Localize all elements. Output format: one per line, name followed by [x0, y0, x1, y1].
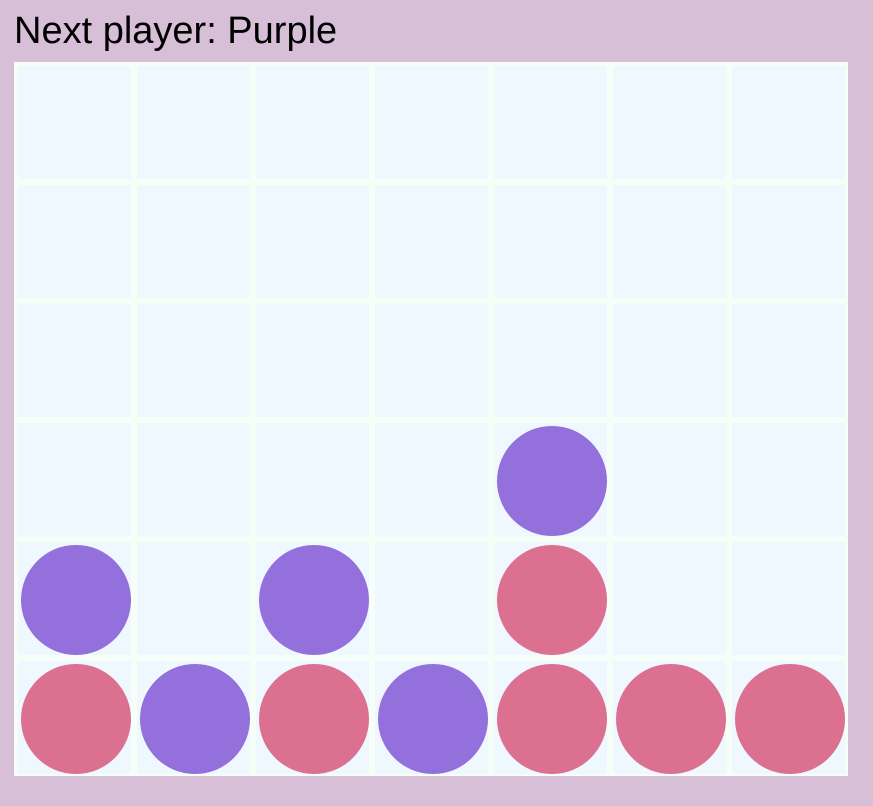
board-cell[interactable]: [256, 304, 369, 417]
board-cell[interactable]: [732, 66, 845, 179]
pink-disc: [497, 545, 607, 655]
board-cell[interactable]: [613, 661, 726, 774]
purple-disc: [259, 545, 369, 655]
purple-disc: [140, 664, 250, 774]
game-board: [14, 62, 848, 776]
board-cell[interactable]: [375, 661, 488, 774]
board-cell[interactable]: [613, 185, 726, 298]
board-cell[interactable]: [375, 66, 488, 179]
pink-disc: [735, 664, 845, 774]
board-cell[interactable]: [137, 423, 250, 536]
board-cell[interactable]: [137, 661, 250, 774]
board-cell[interactable]: [18, 185, 131, 298]
pink-disc: [497, 664, 607, 774]
board-cell[interactable]: [375, 542, 488, 655]
board-cell[interactable]: [375, 185, 488, 298]
pink-disc: [21, 664, 131, 774]
board-cell[interactable]: [137, 542, 250, 655]
board-cell[interactable]: [613, 66, 726, 179]
board-cell[interactable]: [256, 661, 369, 774]
next-player-status: Next player: Purple: [14, 10, 338, 52]
board-cell[interactable]: [137, 304, 250, 417]
board-cell[interactable]: [732, 185, 845, 298]
board-cell[interactable]: [494, 661, 607, 774]
board-cell[interactable]: [18, 66, 131, 179]
board-cell[interactable]: [613, 304, 726, 417]
board-cell[interactable]: [256, 185, 369, 298]
board-cell[interactable]: [18, 661, 131, 774]
pink-disc: [259, 664, 369, 774]
board-cell[interactable]: [256, 423, 369, 536]
board-cell[interactable]: [613, 423, 726, 536]
board-cell[interactable]: [732, 423, 845, 536]
board-cell[interactable]: [137, 66, 250, 179]
board-cell[interactable]: [375, 423, 488, 536]
board-cell[interactable]: [494, 304, 607, 417]
board-cell[interactable]: [256, 66, 369, 179]
board-cell[interactable]: [732, 304, 845, 417]
board-cell[interactable]: [375, 304, 488, 417]
purple-disc: [378, 664, 488, 774]
board-cell[interactable]: [18, 423, 131, 536]
board-cell[interactable]: [256, 542, 369, 655]
board-cell[interactable]: [18, 304, 131, 417]
board-cell[interactable]: [732, 661, 845, 774]
board-cell[interactable]: [18, 542, 131, 655]
purple-disc: [21, 545, 131, 655]
pink-disc: [616, 664, 726, 774]
board-cell[interactable]: [494, 423, 607, 536]
board-cell[interactable]: [613, 542, 726, 655]
board-cell[interactable]: [494, 66, 607, 179]
board-cell[interactable]: [494, 185, 607, 298]
board-cell[interactable]: [137, 185, 250, 298]
purple-disc: [497, 426, 607, 536]
board-cell[interactable]: [494, 542, 607, 655]
board-cell[interactable]: [732, 542, 845, 655]
